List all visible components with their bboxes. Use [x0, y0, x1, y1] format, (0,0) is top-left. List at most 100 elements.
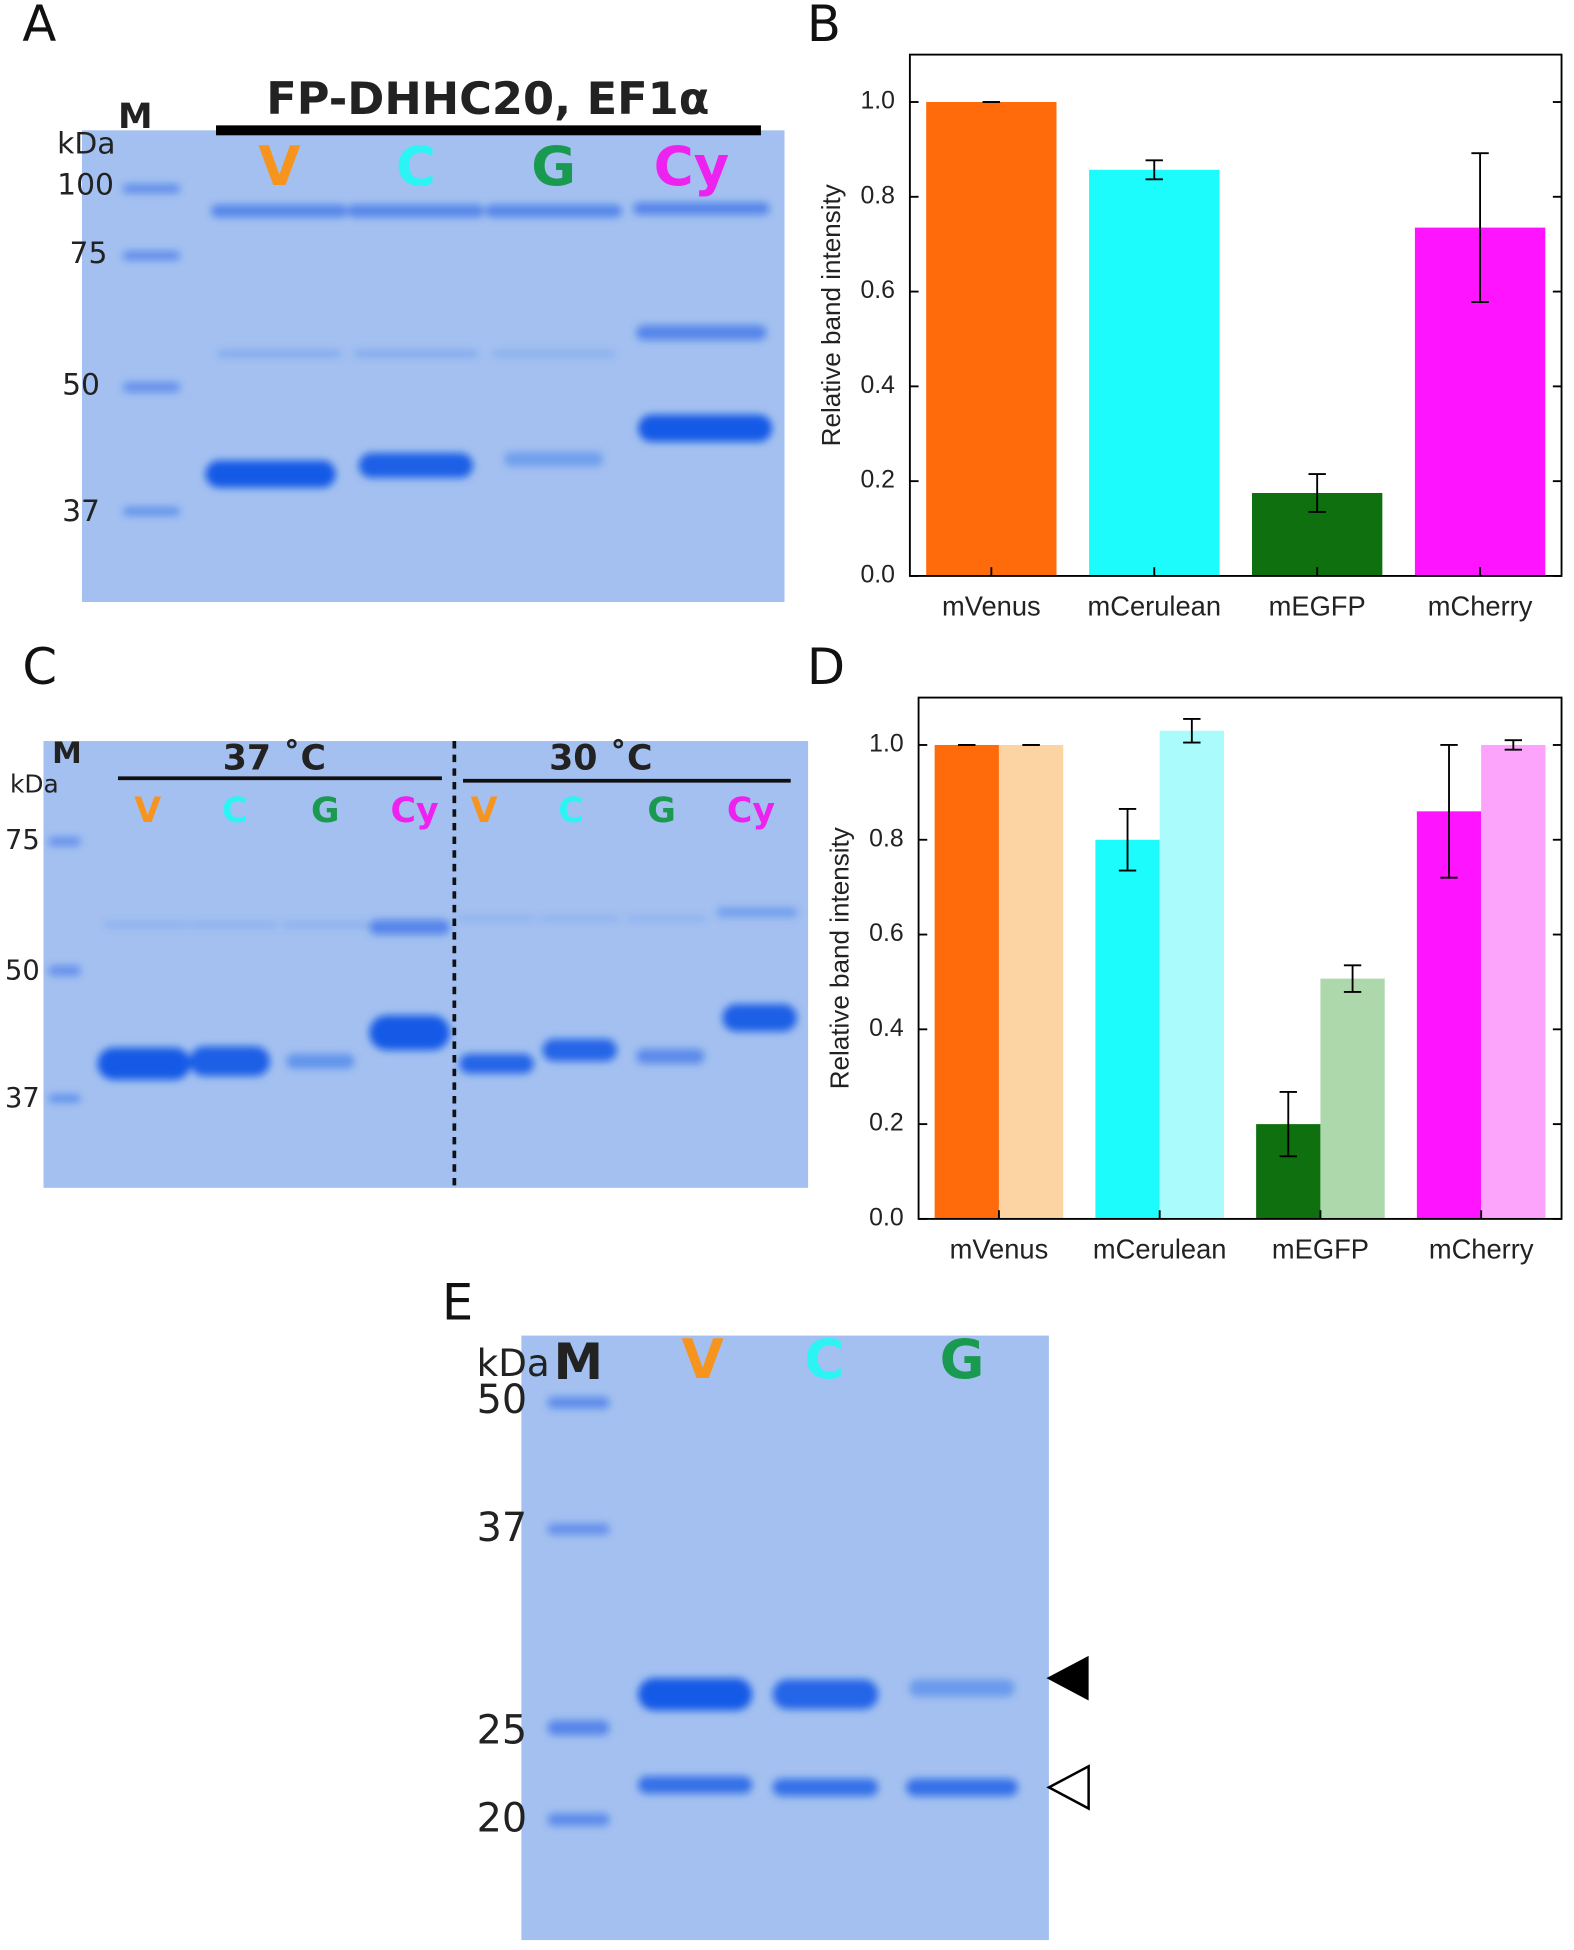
panel-letter: D	[807, 638, 845, 696]
gel-band	[542, 1038, 617, 1062]
chart: 0.0 0.2 0.4 0.6 0.8 1.0 mVenus mCerulean mEGFP mC…	[825, 696, 1563, 1264]
mw-label: 50	[5, 955, 40, 986]
title-bar	[216, 125, 761, 136]
y-axis-label: Relative band intensity	[825, 827, 855, 1089]
mw-label: 37	[62, 494, 100, 529]
gel-band	[906, 1778, 1018, 1797]
panel-letter: A	[22, 0, 56, 53]
gel-band	[369, 919, 451, 935]
gel-band	[48, 965, 81, 976]
gel-band	[48, 837, 81, 846]
filled-arrowhead	[1046, 1655, 1089, 1701]
open-arrowhead	[1046, 1764, 1090, 1811]
gel-band	[716, 907, 798, 918]
gel-band	[347, 204, 485, 218]
bar	[1089, 169, 1220, 576]
gel-band	[211, 204, 348, 218]
lane-label: Cy	[654, 134, 730, 198]
lane-label: V	[681, 1327, 723, 1391]
gel-e	[521, 1335, 1049, 1941]
gel-c	[43, 741, 809, 1188]
y-tick-label: 0.8	[860, 182, 895, 209]
plot-frame	[908, 53, 1563, 577]
mw-label: 50	[62, 368, 100, 403]
error-bar	[1440, 744, 1458, 879]
error-bar	[1183, 717, 1201, 744]
y-tick-label: 0.4	[869, 1015, 904, 1042]
temp-label: 37 ˚C	[223, 738, 326, 779]
y-tick-label: 0.6	[869, 920, 904, 947]
gel-band	[369, 1015, 451, 1051]
unit-label: kDa	[10, 770, 59, 799]
y-tick-label: 1.0	[869, 731, 904, 758]
gel-band	[636, 1048, 705, 1064]
gel-band	[122, 382, 181, 393]
gel-band	[48, 1094, 81, 1103]
gel-bands	[48, 184, 1018, 1826]
gel-band	[638, 1678, 753, 1711]
mw-label: 37	[5, 1083, 40, 1114]
gel-band	[456, 915, 537, 922]
gel-band	[638, 1776, 753, 1794]
gel-band	[909, 1679, 1015, 1697]
gel-band	[104, 921, 192, 928]
gel-band	[485, 204, 622, 218]
gel-band	[547, 1813, 610, 1826]
bar	[1095, 839, 1160, 1219]
error-bar	[1118, 808, 1137, 872]
gel-band	[217, 350, 342, 358]
gel-band	[459, 1053, 534, 1074]
lane-label: C	[396, 134, 436, 198]
panel-letter: C	[22, 638, 57, 696]
gel-band	[636, 325, 767, 341]
unit-label: kDa	[57, 127, 115, 162]
plot-frame	[917, 696, 1563, 1220]
mw-label: 20	[477, 1795, 528, 1841]
gel-band	[547, 1720, 610, 1736]
panel-letter: B	[807, 0, 841, 53]
y-tick-label: 0.4	[860, 372, 895, 399]
gel-band	[97, 1047, 191, 1080]
gel-band	[358, 453, 473, 478]
bar	[926, 102, 1057, 576]
mw-label: 75	[70, 236, 108, 271]
mw-label: 75	[5, 825, 40, 856]
x-tick-label: mEGFP	[1269, 590, 1366, 621]
mw-label: 25	[477, 1707, 528, 1753]
mw-label: 37	[477, 1505, 528, 1551]
lane-label: G	[311, 791, 340, 831]
gel-band	[205, 460, 336, 488]
mw-label: 50	[477, 1377, 528, 1423]
gel-band	[286, 1053, 355, 1069]
y-tick-label: 0.0	[869, 1204, 904, 1231]
lane-label: V	[471, 791, 498, 831]
x-tick-label: mEGFP	[1272, 1233, 1369, 1264]
lane-label: V	[258, 134, 300, 198]
lane-label: G	[647, 791, 676, 831]
gel-band	[722, 1004, 797, 1032]
y-axis-label: Relative band intensity	[816, 184, 846, 446]
chart: 0.0 0.2 0.4 0.6 0.8 1.0 mVenus mCerulean mEGFP mC…	[816, 53, 1563, 621]
y-tick-label: 0.6	[860, 277, 895, 304]
gel-band	[122, 507, 181, 516]
gel-band	[539, 915, 621, 922]
bar	[998, 744, 1064, 1219]
y-tick-label: 0.2	[860, 467, 895, 494]
mw-label: 100	[57, 168, 114, 203]
lane-label: C	[804, 1327, 844, 1391]
y-tick-label: 0.2	[869, 1110, 904, 1137]
error-bar	[1145, 159, 1163, 181]
x-tick-label: mCherry	[1428, 590, 1533, 621]
error-bar	[1504, 739, 1523, 751]
gel-band	[191, 921, 279, 928]
lane-label: G	[531, 134, 576, 198]
gel-band	[189, 1046, 271, 1077]
bar	[1416, 811, 1482, 1219]
error-bar	[1343, 964, 1362, 993]
y-tick-label: 0.8	[869, 825, 904, 852]
gel-a	[81, 130, 785, 603]
gel-band	[503, 451, 604, 467]
gel-band	[638, 414, 773, 442]
lane-label: Cy	[391, 791, 440, 831]
